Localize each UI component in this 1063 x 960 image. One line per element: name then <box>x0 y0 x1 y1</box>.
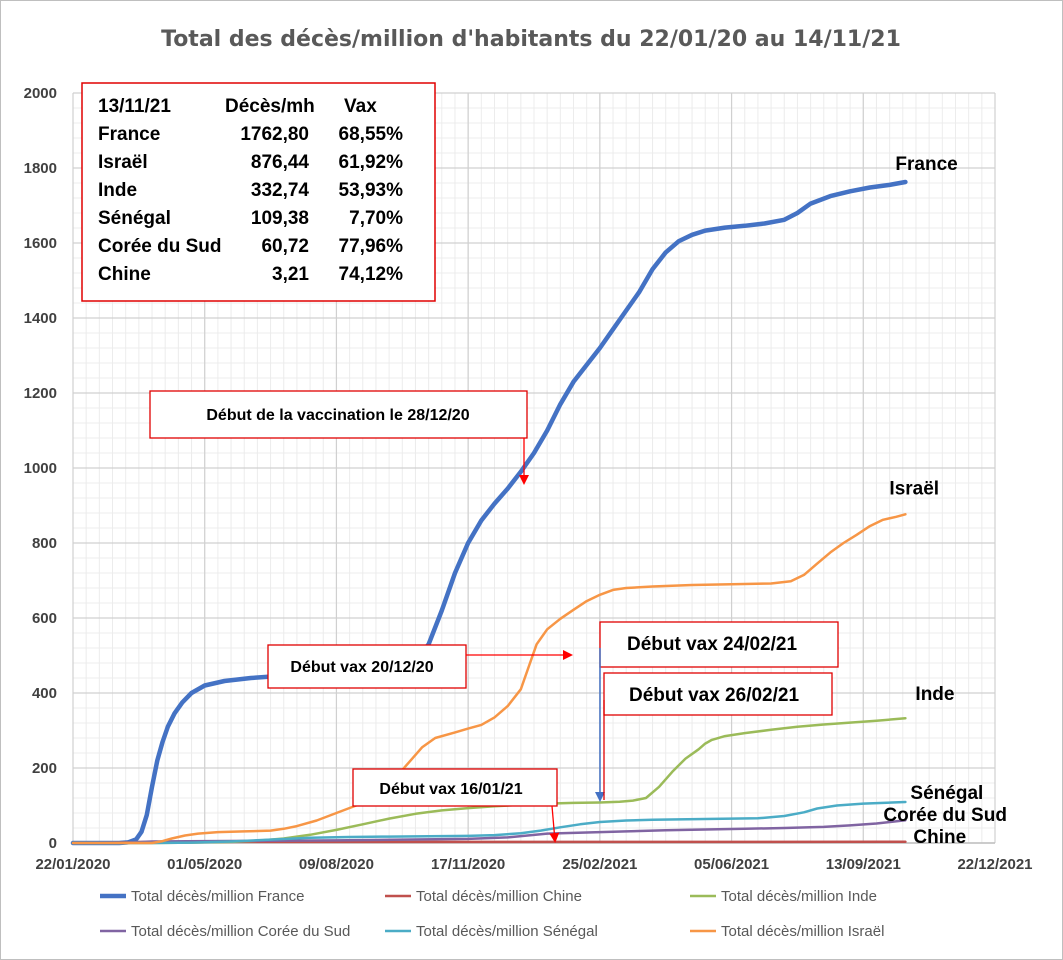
y-tick-label: 0 <box>49 835 57 852</box>
x-tick-label: 13/09/2021 <box>826 856 901 873</box>
x-tick-label: 09/08/2020 <box>299 856 374 873</box>
info-box-vax: 77,96% <box>339 236 404 257</box>
annotation-text-vax-senegal-2: Début vax 26/02/21 <box>629 685 799 706</box>
y-tick-label: 800 <box>32 535 57 552</box>
y-tick-label: 2000 <box>24 85 57 102</box>
info-box-header-vax: Vax <box>344 96 377 117</box>
info-box-country: Israël <box>98 152 148 173</box>
y-tick-label: 200 <box>32 760 57 777</box>
annotations: Début de la vaccination le 28/12/20 Débu… <box>149 390 839 843</box>
series-end-label: France <box>895 154 957 175</box>
series-end-label: Sénégal <box>910 783 983 804</box>
legend-label: Total décès/million Sénégal <box>416 923 598 940</box>
x-tick-label: 01/05/2020 <box>167 856 242 873</box>
legend-label: Total décès/million France <box>131 888 304 905</box>
annotation-box-vax-france <box>149 390 528 439</box>
annotation-box-vax-senegal-2 <box>603 672 833 716</box>
series-line <box>71 818 907 845</box>
info-box-deaths: 332,74 <box>251 180 310 201</box>
legend-label: Total décès/million Israël <box>721 923 884 940</box>
series-line <box>71 513 907 845</box>
series-end-label: Israël <box>889 478 939 499</box>
annotation-text-vax-inde: Début vax 16/01/21 <box>379 781 522 798</box>
annotation-text-vax-france: Début de la vaccination le 28/12/20 <box>206 407 469 424</box>
annotation-text-vax-senegal-1: Début vax 24/02/21 <box>627 634 797 655</box>
info-box-country: Chine <box>98 264 151 285</box>
info-box-country: Sénégal <box>98 208 171 229</box>
info-box-vax: 68,55% <box>339 124 404 145</box>
info-box-country: Inde <box>98 180 137 201</box>
info-box-frame <box>81 82 436 302</box>
info-box-header-date: 13/11/21 <box>98 96 171 117</box>
x-tick-label: 17/11/2020 <box>431 856 505 873</box>
legend-label: Total décès/million Inde <box>721 888 877 905</box>
annotation-box-vax-inde <box>352 768 558 807</box>
x-tick-label: 22/12/2021 <box>957 856 1032 873</box>
info-box-deaths: 60,72 <box>261 236 309 257</box>
info-box-vax: 7,70% <box>349 208 403 229</box>
y-tick-label: 1400 <box>24 310 57 327</box>
info-box-deaths: 1762,80 <box>240 124 309 145</box>
series-line <box>71 716 907 845</box>
chart-title: Total des décès/million d'habitants du 2… <box>161 27 901 52</box>
y-tick-label: 600 <box>32 610 57 627</box>
series-end-label: Chine <box>913 827 966 848</box>
legend-label: Total décès/million Chine <box>416 888 582 905</box>
info-box-country: France <box>98 124 160 145</box>
info-box-vax: 61,92% <box>339 152 404 173</box>
info-box-header-deaths: Décès/mh <box>225 96 315 117</box>
x-axis-ticks: 22/01/2020 01/05/2020 09/08/2020 17/11/2020… <box>35 856 1032 873</box>
annotation-box-vax-senegal-1 <box>599 621 839 668</box>
x-tick-label: 05/06/2021 <box>694 856 769 873</box>
y-axis-ticks: 0 200 400 600 800 1000 1200 1400 1600 1800 2000 <box>24 85 57 852</box>
info-box: 13/11/21 Décès/mh Vax France 1762,80 68,55… <box>81 82 436 302</box>
info-box-rows: France 1762,80 68,55% Israël 876,44 61,92% Ind… <box>98 124 403 285</box>
series-line <box>71 800 907 845</box>
series-end-label: Inde <box>915 684 954 705</box>
annotation-text-vax-israel: Début vax 20/12/20 <box>290 659 433 676</box>
y-tick-label: 1800 <box>24 160 57 177</box>
series-line <box>70 179 908 846</box>
info-box-deaths: 876,44 <box>251 152 310 173</box>
info-box-country: Corée du Sud <box>98 236 222 257</box>
series-lines <box>70 179 908 846</box>
legend-label: Total décès/million Corée du Sud <box>131 923 350 940</box>
annotation-box-vax-israel <box>267 644 467 689</box>
info-box-vax: 53,93% <box>339 180 404 201</box>
x-tick-label: 22/01/2020 <box>35 856 110 873</box>
legend: Total décès/million France Total décès/mi… <box>100 888 884 940</box>
y-tick-label: 1200 <box>24 385 57 402</box>
info-box-deaths: 3,21 <box>272 264 309 285</box>
series-end-label: Corée du Sud <box>883 805 1007 826</box>
info-box-deaths: 109,38 <box>251 208 309 229</box>
y-tick-label: 1600 <box>24 235 57 252</box>
info-box-vax: 74,12% <box>339 264 404 285</box>
x-tick-label: 25/02/2021 <box>562 856 637 873</box>
annotation-arrow-vax-inde <box>549 805 560 843</box>
y-tick-label: 400 <box>32 685 57 702</box>
y-tick-label: 1000 <box>24 460 57 477</box>
